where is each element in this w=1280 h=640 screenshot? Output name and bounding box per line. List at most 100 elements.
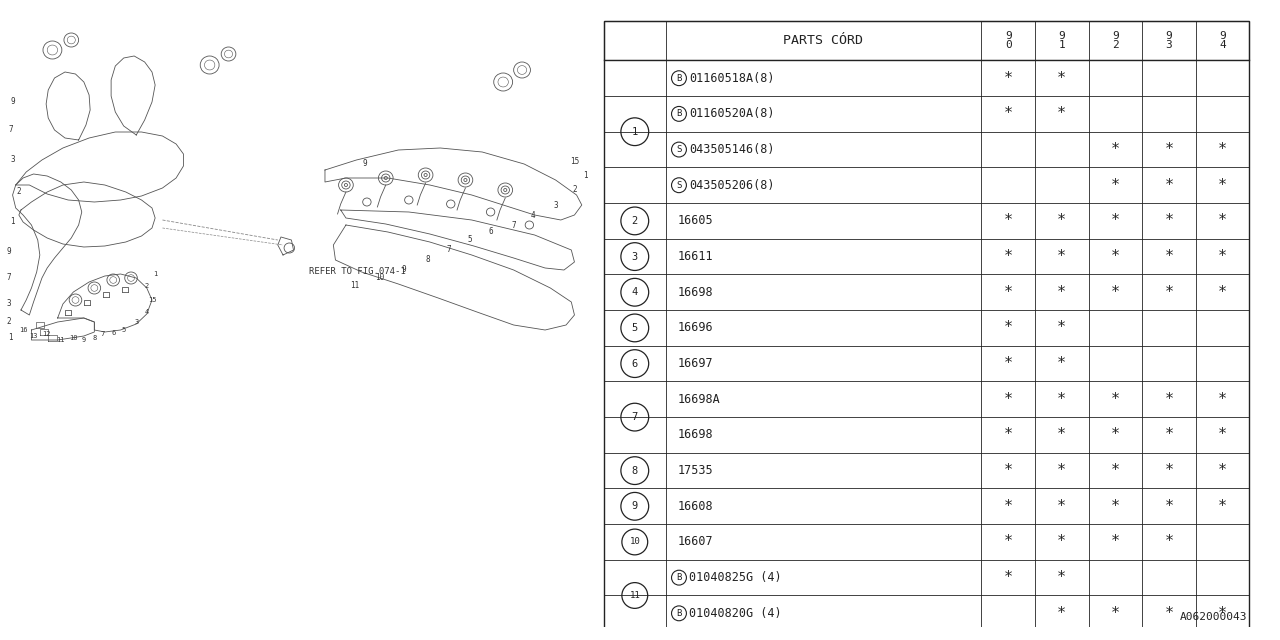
Text: *: * xyxy=(1111,428,1120,442)
Text: 9
0: 9 0 xyxy=(1005,31,1011,50)
Text: 7: 7 xyxy=(6,273,10,282)
Text: 10: 10 xyxy=(630,538,640,547)
Text: 5: 5 xyxy=(467,236,472,244)
Text: 9: 9 xyxy=(6,248,10,257)
Text: *: * xyxy=(1004,285,1012,300)
Text: 4: 4 xyxy=(145,309,148,315)
Text: *: * xyxy=(1111,285,1120,300)
Text: 13: 13 xyxy=(29,333,38,339)
Text: 9
4: 9 4 xyxy=(1220,31,1226,50)
Text: *: * xyxy=(1057,428,1066,442)
Text: *: * xyxy=(1004,392,1012,407)
Text: *: * xyxy=(1219,285,1228,300)
Text: *: * xyxy=(1111,499,1120,514)
Text: 043505146(8): 043505146(8) xyxy=(690,143,774,156)
Text: *: * xyxy=(1165,392,1174,407)
Text: 15: 15 xyxy=(570,157,579,166)
Bar xyxy=(604,60,1249,96)
Text: REFER TO FIG.074-1: REFER TO FIG.074-1 xyxy=(310,268,406,276)
Text: *: * xyxy=(1219,249,1228,264)
Text: 2: 2 xyxy=(17,188,22,196)
Text: 3: 3 xyxy=(553,200,558,209)
Text: *: * xyxy=(1057,321,1066,335)
Bar xyxy=(604,310,1249,346)
Text: 11: 11 xyxy=(630,591,640,600)
Text: S: S xyxy=(676,145,682,154)
Bar xyxy=(604,346,1249,381)
Text: *: * xyxy=(1219,499,1228,514)
Text: *: * xyxy=(1165,534,1174,550)
Text: 3: 3 xyxy=(134,319,138,325)
Text: *: * xyxy=(1111,606,1120,621)
Text: 9
2: 9 2 xyxy=(1112,31,1119,50)
Bar xyxy=(604,524,1249,560)
Text: *: * xyxy=(1165,213,1174,228)
Text: 6: 6 xyxy=(631,358,637,369)
Text: *: * xyxy=(1165,606,1174,621)
Text: 6: 6 xyxy=(111,330,115,336)
Text: 1: 1 xyxy=(10,218,15,227)
Text: 9: 9 xyxy=(631,501,637,511)
Text: *: * xyxy=(1165,463,1174,478)
Text: 9: 9 xyxy=(362,159,367,168)
Text: 2: 2 xyxy=(631,216,637,226)
Text: *: * xyxy=(1057,356,1066,371)
Text: 11: 11 xyxy=(56,337,65,343)
Text: *: * xyxy=(1004,70,1012,86)
Text: B: B xyxy=(676,74,682,83)
Text: 10: 10 xyxy=(69,335,78,341)
Text: B: B xyxy=(676,609,682,618)
Text: 4: 4 xyxy=(530,211,535,220)
Text: 5: 5 xyxy=(122,327,125,333)
Text: 16605: 16605 xyxy=(677,214,713,227)
Text: *: * xyxy=(1219,213,1228,228)
Text: *: * xyxy=(1057,392,1066,407)
Text: *: * xyxy=(1057,463,1066,478)
Text: *: * xyxy=(1219,178,1228,193)
Text: 8: 8 xyxy=(92,335,96,341)
Text: *: * xyxy=(1004,249,1012,264)
Text: *: * xyxy=(1111,249,1120,264)
Text: *: * xyxy=(1004,106,1012,122)
Text: 2: 2 xyxy=(572,186,577,195)
Text: B: B xyxy=(676,573,682,582)
Text: *: * xyxy=(1219,606,1228,621)
Text: *: * xyxy=(1165,285,1174,300)
Text: 15: 15 xyxy=(147,297,156,303)
Bar xyxy=(604,452,1249,488)
Text: 16697: 16697 xyxy=(677,357,713,370)
Text: 7: 7 xyxy=(447,246,451,255)
Text: 3: 3 xyxy=(6,300,10,308)
Text: *: * xyxy=(1057,606,1066,621)
Text: 01160520A(8): 01160520A(8) xyxy=(690,108,774,120)
Text: 10: 10 xyxy=(375,273,384,282)
Text: 7: 7 xyxy=(101,331,105,337)
Text: 12: 12 xyxy=(42,331,50,337)
Text: 16607: 16607 xyxy=(677,536,713,548)
Text: *: * xyxy=(1219,463,1228,478)
Text: 8: 8 xyxy=(631,466,637,476)
Text: *: * xyxy=(1057,285,1066,300)
Text: *: * xyxy=(1111,534,1120,550)
Text: 4: 4 xyxy=(631,287,637,297)
Text: *: * xyxy=(1057,499,1066,514)
Text: *: * xyxy=(1219,392,1228,407)
Text: *: * xyxy=(1111,213,1120,228)
Bar xyxy=(604,239,1249,275)
Text: 8: 8 xyxy=(425,255,430,264)
Text: 1: 1 xyxy=(631,127,637,137)
Bar xyxy=(604,203,1249,239)
Text: 7: 7 xyxy=(511,221,516,230)
Text: 3: 3 xyxy=(10,156,15,164)
Text: 043505206(8): 043505206(8) xyxy=(690,179,774,192)
Text: 9: 9 xyxy=(401,266,406,275)
Text: 2: 2 xyxy=(145,283,148,289)
Text: 7: 7 xyxy=(8,125,13,134)
Text: 2: 2 xyxy=(6,317,10,326)
Text: 9: 9 xyxy=(82,337,86,343)
Text: 1: 1 xyxy=(8,333,13,342)
Text: *: * xyxy=(1165,428,1174,442)
Text: PARTS CÓRD: PARTS CÓRD xyxy=(783,34,864,47)
Text: *: * xyxy=(1057,213,1066,228)
Text: *: * xyxy=(1111,142,1120,157)
